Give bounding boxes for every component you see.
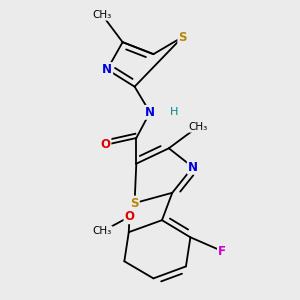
- Text: O: O: [100, 138, 110, 152]
- Text: S: S: [130, 196, 139, 210]
- Text: N: N: [145, 106, 155, 119]
- Text: F: F: [218, 244, 226, 257]
- Text: N: N: [188, 160, 198, 174]
- Text: CH₃: CH₃: [92, 226, 112, 236]
- Text: N: N: [102, 63, 112, 76]
- Text: O: O: [124, 210, 134, 223]
- Text: S: S: [178, 31, 187, 44]
- Text: H: H: [170, 107, 178, 117]
- Text: CH₃: CH₃: [92, 10, 112, 20]
- Text: CH₃: CH₃: [188, 122, 208, 132]
